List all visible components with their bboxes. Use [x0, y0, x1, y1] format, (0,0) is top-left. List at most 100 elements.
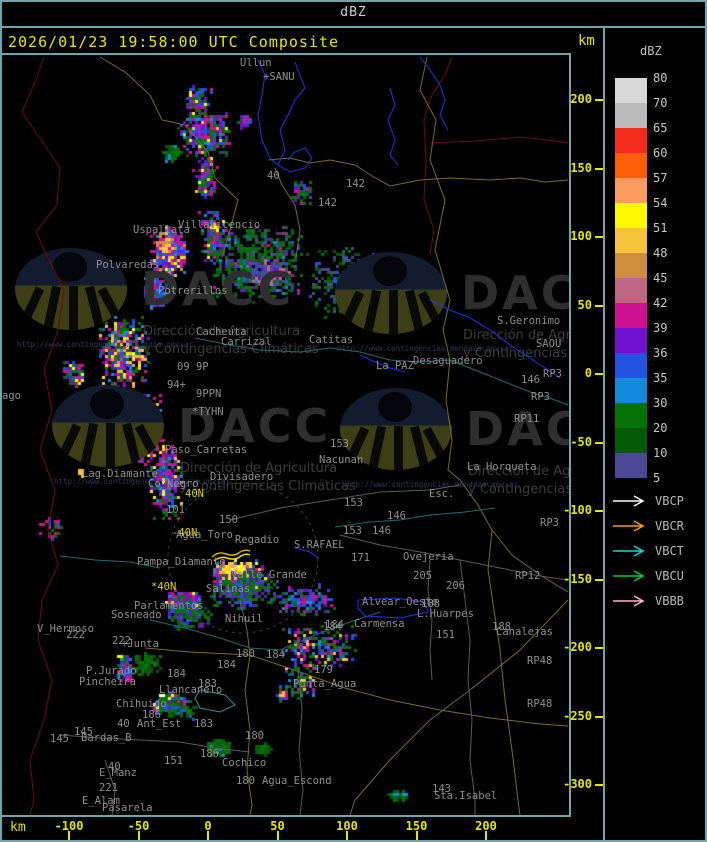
right-axis-tick	[595, 304, 603, 307]
colorbar-tick-label: 36	[653, 346, 668, 360]
right-axis-tick	[595, 647, 603, 649]
right-axis-tick	[595, 441, 603, 444]
colorbar-cell	[615, 78, 647, 103]
colorbar-cell	[615, 203, 647, 228]
lake	[357, 597, 429, 619]
bottom-axis-tick	[68, 831, 70, 840]
bottom-axis-tick	[485, 831, 487, 840]
colorbar-title: dBZ	[640, 44, 662, 58]
place-label: Llancanelo	[159, 684, 223, 696]
river	[149, 611, 381, 651]
place-label: Chihuido	[116, 698, 167, 710]
colorbar-cell	[615, 328, 647, 353]
place-label: Divisadero	[210, 471, 274, 483]
legend-arrow-icon	[613, 545, 645, 557]
legend-label: VBBB	[655, 594, 684, 608]
place-label: Carrizal	[221, 336, 272, 348]
place-label: Valle_Grande	[231, 569, 307, 581]
place-label: 221	[99, 782, 118, 794]
radar-map-viewport[interactable]: DACC Dirección de Agricultura y Contingenc…	[0, 55, 569, 815]
place-label: 145	[50, 733, 69, 745]
right-axis-tick	[595, 784, 603, 786]
range-label: *40N	[151, 581, 177, 593]
place-label: Paso_Carretas	[165, 444, 248, 456]
place-label: Agua_Escond	[262, 775, 332, 787]
place-label: E_Manz	[99, 767, 137, 779]
legend-label: VBCR	[655, 519, 684, 533]
right-axis-tick	[595, 373, 603, 375]
place-label: Lag.Diamante	[82, 468, 158, 480]
place-label: Parlamentos	[134, 600, 204, 612]
river-blue	[294, 547, 319, 559]
province-border	[487, 529, 521, 815]
river-blue	[277, 147, 313, 173]
bottom-axis-tick-label: 50	[270, 819, 285, 833]
place-label: La Horqueta	[467, 461, 537, 473]
place-label: S.RAFAEL	[294, 539, 345, 551]
right-axis-tick-label: -150	[563, 571, 592, 586]
place-label: Ovejeria	[403, 551, 454, 563]
dacc-watermark-url: http://www.contingencias.mendoza.gov.ar	[17, 340, 194, 349]
place-label: 153	[343, 525, 362, 537]
place-label: 151	[436, 629, 455, 641]
place-label: 9PPN	[196, 388, 222, 400]
colorbar-tick-label: 80	[653, 71, 668, 85]
dacc-watermark-url: http://www.contingencias.mendoza.gov.ar	[54, 477, 231, 486]
bottom-axis-tick	[415, 831, 418, 840]
place-label: 179	[314, 664, 333, 676]
right-axis-tick-label: -200	[563, 640, 592, 654]
place-label: 183	[198, 678, 217, 690]
place-label: Canalejas	[496, 626, 553, 638]
place-label: Cochico	[222, 757, 267, 769]
map-border-top	[0, 53, 571, 55]
colorbar-tick-label: 10	[653, 446, 668, 460]
road	[104, 759, 116, 815]
place-label: 146	[521, 374, 540, 386]
place-label: 40	[117, 718, 130, 730]
place-label: Punta_Agua	[293, 678, 357, 690]
place-label: Sta.Isabel	[434, 790, 498, 802]
place-label: 180	[245, 730, 264, 742]
place-label: Bardas_B	[81, 732, 132, 744]
right-axis-tick	[595, 510, 603, 512]
place-label: Pampa_Diamante	[137, 556, 226, 568]
bottom-axis-tick	[276, 831, 279, 840]
place-label: Pasarela	[102, 802, 153, 814]
dacc-logo-sun	[378, 392, 412, 422]
colorbar-tick-label: 45	[653, 271, 668, 285]
dacc-logo-ray	[106, 423, 115, 467]
range-ring	[167, 482, 319, 634]
place-label: P.Jurado	[86, 665, 137, 677]
bottom-axis-tick-label: 150	[405, 819, 428, 833]
bottom-axis-tick	[207, 831, 209, 840]
right-axis-tick-label: -100	[563, 503, 592, 517]
dacc-logo-ray	[69, 286, 78, 330]
place-label: +SANU	[263, 71, 295, 83]
province-border	[419, 56, 569, 593]
colorbar-cell	[615, 253, 647, 278]
dacc-watermark-acronym: DACC	[141, 262, 295, 316]
right-axis-tick	[595, 715, 603, 718]
legend-arrow-icon	[613, 520, 645, 532]
river	[59, 555, 161, 569]
right-axis-tick	[595, 578, 603, 581]
place-label: 150	[219, 514, 238, 526]
colorbar-tick-label: 54	[653, 196, 668, 210]
bottom-axis-tick-label: 100	[336, 819, 358, 833]
colorbar-tick-label: 57	[653, 171, 668, 185]
place-label: RP3	[543, 368, 562, 380]
place-label: 142	[346, 178, 365, 190]
place-label: 180	[236, 648, 255, 660]
place-label: Villavicencio	[178, 219, 261, 231]
place-label: 153	[330, 438, 349, 450]
place-label: 186	[200, 748, 219, 760]
place-label: 184	[266, 649, 285, 661]
province-border	[99, 56, 239, 259]
bottom-axis-tick-label: -50	[127, 819, 150, 833]
place-label: 146	[387, 510, 406, 522]
legend-arrow-icon	[613, 495, 645, 507]
place-label: Nihuil	[225, 613, 263, 625]
right-axis-tick-label: -50	[570, 434, 592, 449]
river-blue	[419, 56, 449, 131]
right-axis-unit-label: km	[578, 33, 595, 49]
